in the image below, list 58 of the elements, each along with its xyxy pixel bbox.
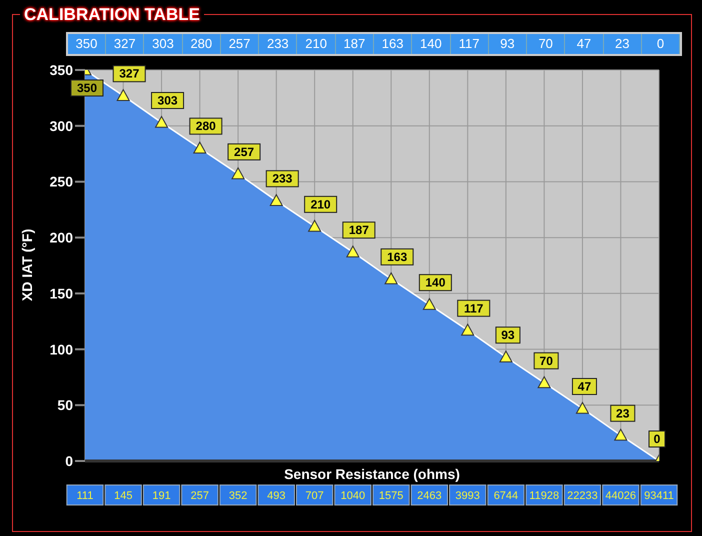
annotation: 0 bbox=[654, 432, 661, 446]
x-tick-label: 44026 bbox=[605, 490, 636, 502]
data-label: 303 bbox=[144, 34, 183, 54]
x-tick-label: 1040 bbox=[340, 490, 366, 502]
data-label: 93 bbox=[488, 34, 528, 54]
annotation: 93 bbox=[501, 328, 515, 342]
data-label: 70 bbox=[527, 34, 566, 54]
x-tick-label: 257 bbox=[190, 490, 209, 502]
x-tick-label: 93411 bbox=[644, 490, 674, 502]
annotation: 233 bbox=[272, 172, 293, 186]
annotation: 303 bbox=[158, 94, 178, 108]
data-label: 0 bbox=[642, 34, 680, 54]
x-tick-label: 145 bbox=[114, 490, 132, 502]
x-tick-label: 707 bbox=[305, 490, 324, 502]
data-label: 187 bbox=[336, 34, 374, 54]
data-label: 47 bbox=[565, 34, 604, 54]
data-label: 117 bbox=[450, 34, 489, 54]
annotation: 140 bbox=[425, 276, 446, 290]
annotation: 117 bbox=[464, 301, 484, 316]
x-tick-label: 22233 bbox=[567, 490, 598, 502]
y-tick-label: 100 bbox=[50, 341, 74, 358]
annotation: 280 bbox=[196, 119, 216, 134]
data-label: 280 bbox=[182, 34, 221, 54]
y-tick-label: 150 bbox=[50, 285, 74, 302]
y-tick-label: 300 bbox=[50, 118, 74, 134]
data-label: 210 bbox=[297, 34, 336, 54]
data-label: 23 bbox=[604, 34, 642, 54]
x-tick-label: 352 bbox=[228, 490, 248, 502]
x-tick-label: 191 bbox=[152, 490, 171, 502]
x-axis-title: Sensor Resistance (ohms) bbox=[283, 466, 461, 482]
x-tick-label: 3993 bbox=[455, 490, 480, 502]
data-label: 327 bbox=[106, 34, 144, 54]
annotation: 187 bbox=[348, 223, 370, 238]
y-tick-label: 50 bbox=[57, 397, 74, 414]
x-tick-label: 6744 bbox=[494, 490, 518, 502]
data-label: 257 bbox=[220, 34, 260, 54]
data-label: 140 bbox=[412, 34, 451, 54]
annotation: 47 bbox=[578, 379, 592, 394]
x-tick-label: 493 bbox=[267, 490, 286, 502]
annotation: 163 bbox=[387, 250, 408, 264]
x-tick-label: 11928 bbox=[529, 490, 560, 502]
annotation: 327 bbox=[119, 66, 140, 81]
y-tick-label: 350 bbox=[50, 62, 74, 78]
annotation: 210 bbox=[310, 197, 331, 212]
annotation: 70 bbox=[540, 354, 554, 368]
x-tick-label: 2463 bbox=[417, 490, 442, 502]
annotation: 350 bbox=[76, 81, 98, 95]
x-tick-label: 1575 bbox=[378, 490, 404, 502]
y-tick-label: 0 bbox=[65, 452, 74, 469]
y-axis-title: XD IAT (°F) bbox=[19, 228, 35, 302]
y-tick-label: 200 bbox=[50, 230, 74, 246]
data-label: 233 bbox=[259, 34, 298, 54]
data-label: 163 bbox=[374, 34, 412, 54]
annotation: 257 bbox=[234, 144, 254, 159]
y-tick-label: 250 bbox=[50, 174, 74, 190]
chart-title: CALIBRATION TABLE bbox=[20, 5, 204, 25]
annotation: 23 bbox=[616, 406, 630, 420]
x-tick-label: 111 bbox=[76, 490, 94, 502]
